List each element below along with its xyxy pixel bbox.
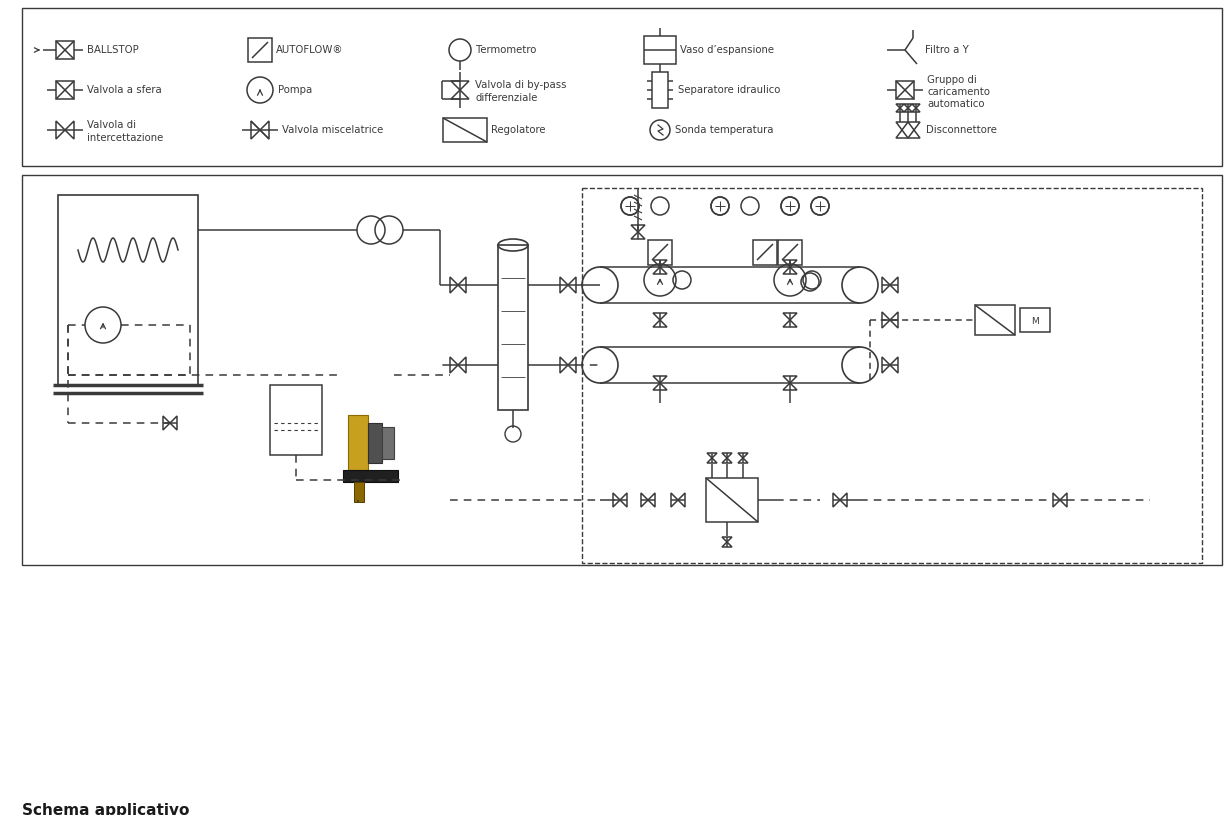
Bar <box>354 482 364 502</box>
Text: Valvola di: Valvola di <box>87 120 136 130</box>
Bar <box>57 81 74 99</box>
Text: caricamento: caricamento <box>927 87 991 97</box>
Text: Termometro: Termometro <box>476 45 536 55</box>
Bar <box>896 81 914 99</box>
Bar <box>57 41 74 59</box>
Bar <box>58 195 198 385</box>
Text: Valvola a sfera: Valvola a sfera <box>87 85 162 95</box>
Text: BALLSTOP: BALLSTOP <box>87 45 139 55</box>
Text: Valvola miscelatrice: Valvola miscelatrice <box>281 125 383 135</box>
Bar <box>583 188 1202 563</box>
Text: Filtro a Y: Filtro a Y <box>925 45 968 55</box>
Text: Vaso d’espansione: Vaso d’espansione <box>680 45 774 55</box>
Bar <box>753 240 777 265</box>
Bar <box>248 38 272 62</box>
Text: Separatore idraulico: Separatore idraulico <box>678 85 780 95</box>
Text: automatico: automatico <box>927 99 984 109</box>
Bar <box>778 240 803 265</box>
Text: AUTOFLOW®: AUTOFLOW® <box>277 45 343 55</box>
Text: Sonda temperatura: Sonda temperatura <box>675 125 773 135</box>
Bar <box>367 423 382 463</box>
Bar <box>442 118 487 142</box>
Text: M: M <box>1031 316 1039 325</box>
Bar <box>343 470 398 482</box>
Bar <box>348 415 367 470</box>
Text: Regolatore: Regolatore <box>492 125 546 135</box>
Bar <box>975 305 1015 335</box>
Bar <box>382 427 395 459</box>
Bar <box>22 175 1222 565</box>
Bar <box>705 478 758 522</box>
Text: Gruppo di: Gruppo di <box>927 75 977 85</box>
Bar <box>22 8 1222 166</box>
Text: differenziale: differenziale <box>474 93 537 103</box>
Bar <box>1020 308 1050 332</box>
Bar <box>648 240 672 265</box>
Bar <box>498 245 528 410</box>
Bar <box>644 36 676 64</box>
Text: Disconnettore: Disconnettore <box>925 125 997 135</box>
Bar <box>653 72 669 108</box>
Bar <box>270 385 322 455</box>
Text: Pompa: Pompa <box>278 85 312 95</box>
Text: intercettazione: intercettazione <box>87 133 163 143</box>
Text: Schema applicativo: Schema applicativo <box>22 803 189 815</box>
Text: Valvola di by-pass: Valvola di by-pass <box>474 80 567 90</box>
